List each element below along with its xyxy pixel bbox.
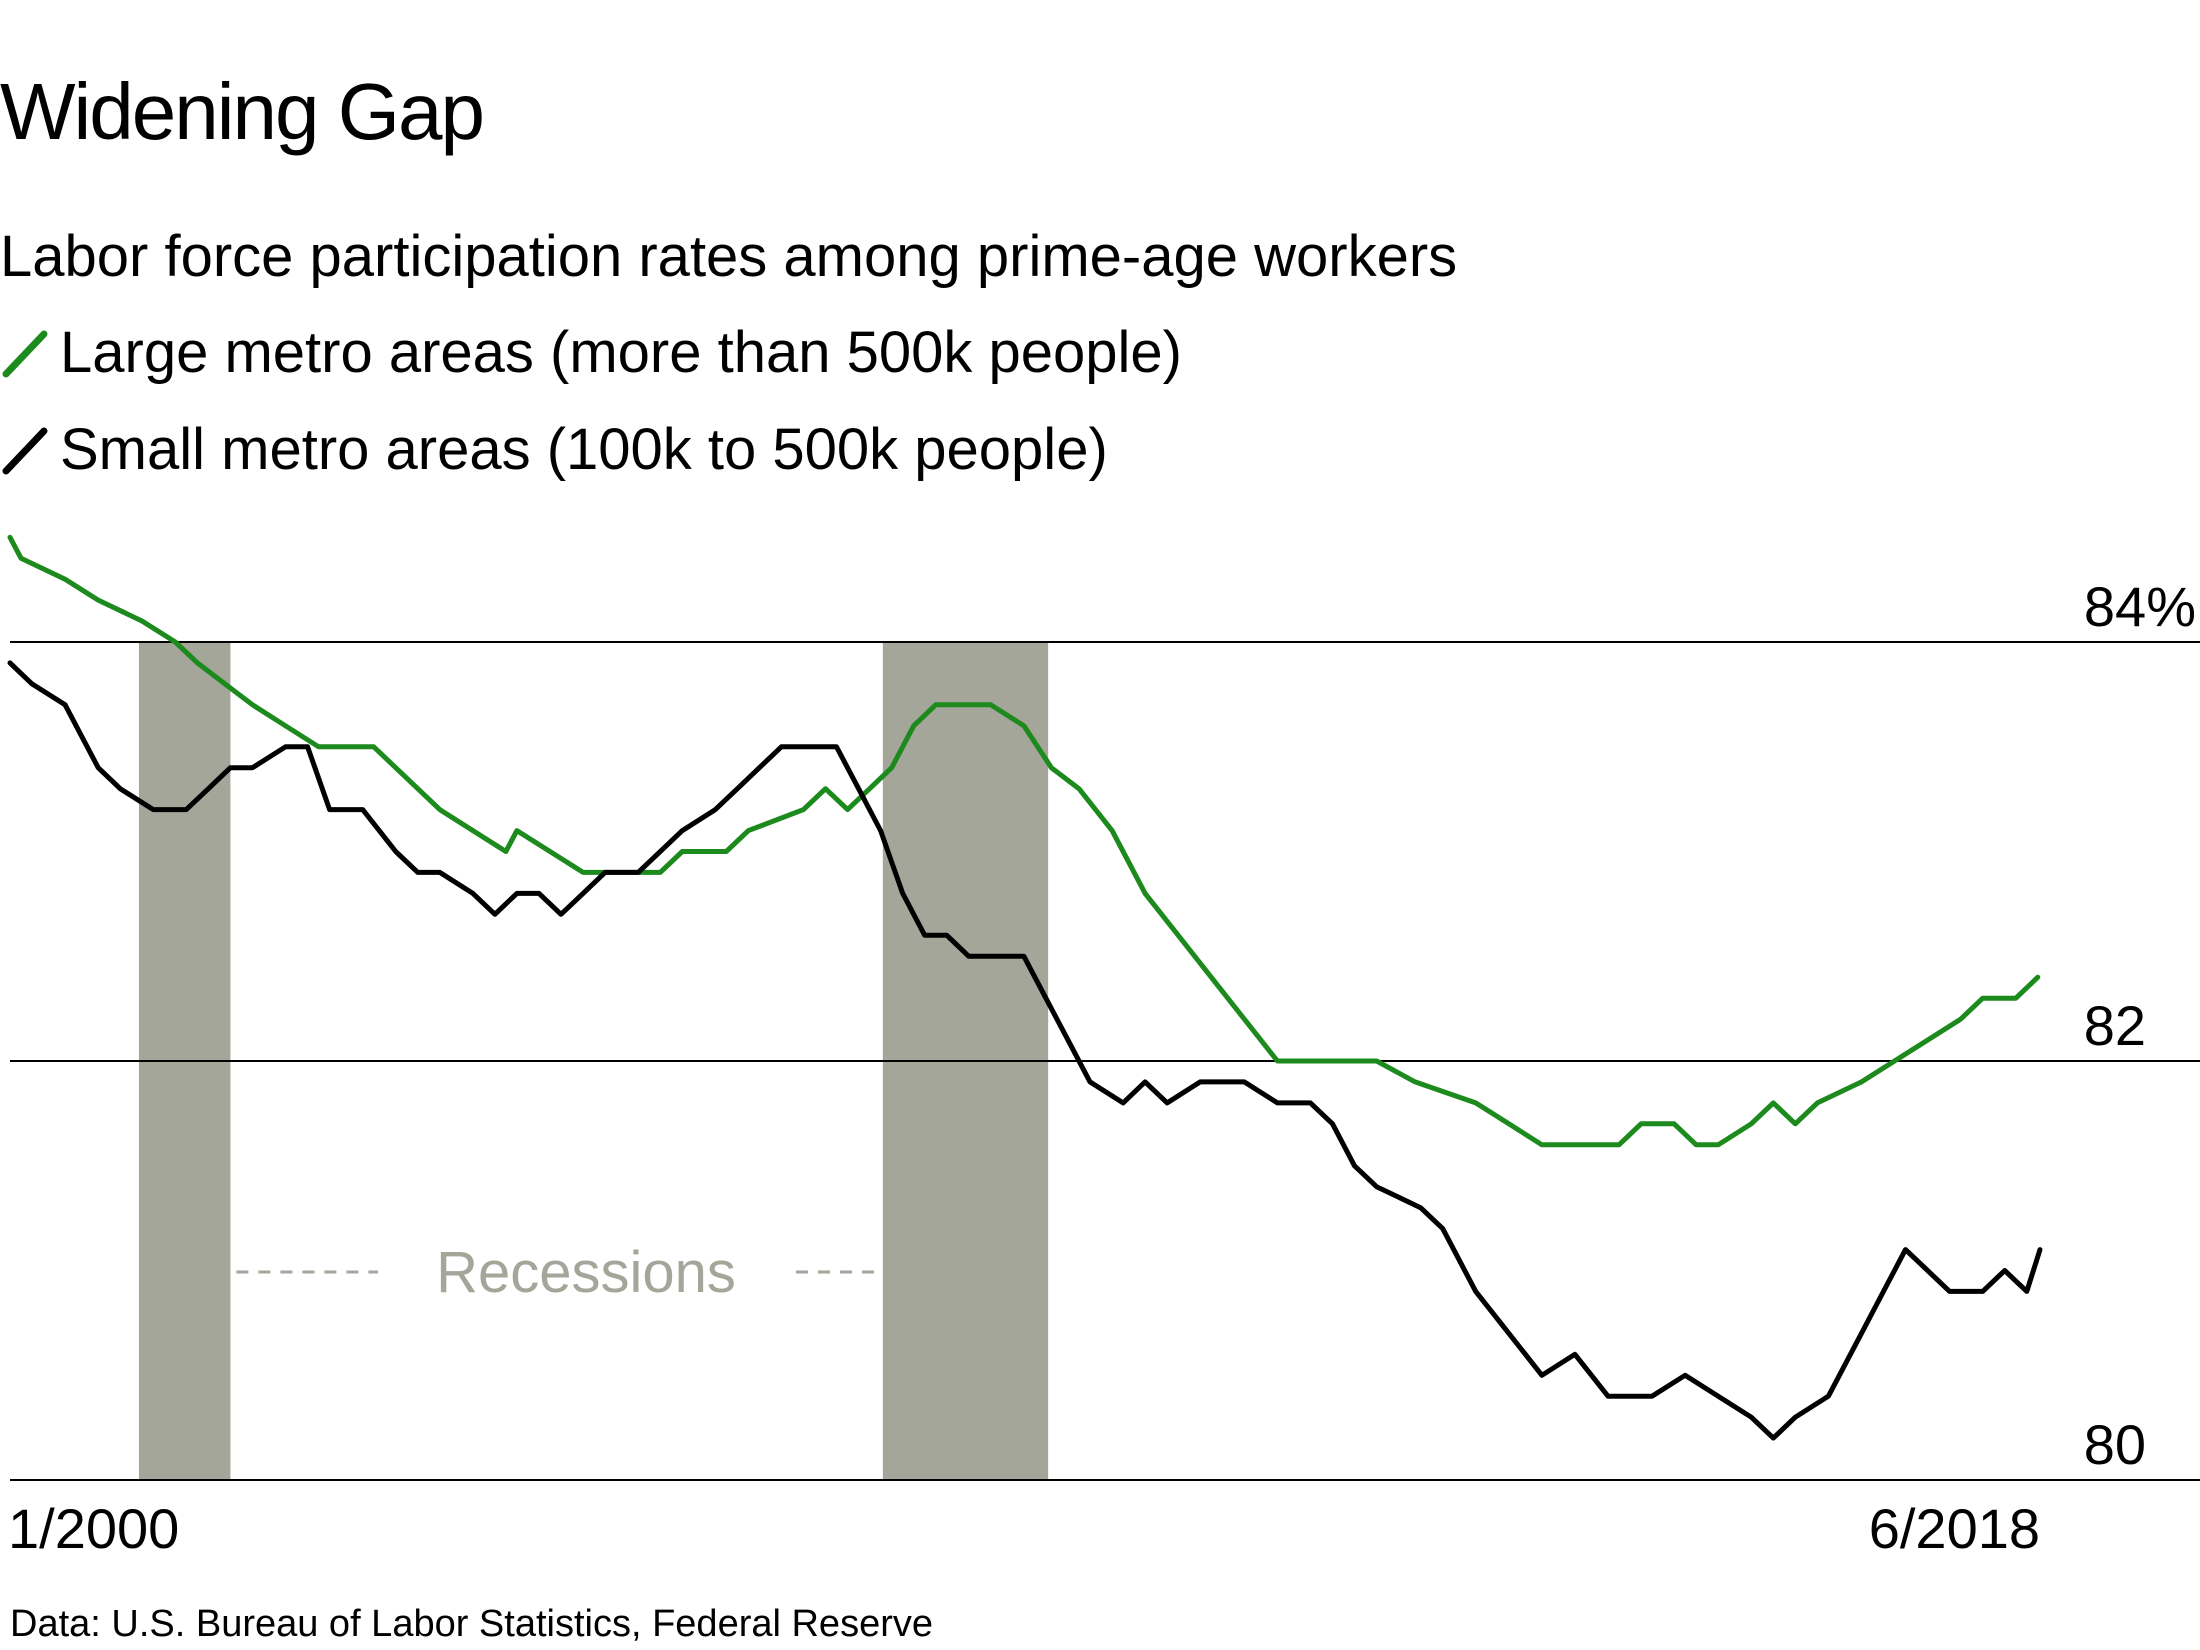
legend-label-large: Large metro areas (more than 500k people… — [60, 320, 1182, 385]
recession-label: Recessions — [436, 1240, 736, 1305]
legend-swatch-small-icon — [2, 427, 48, 475]
legend-item-small: Small metro areas (100k to 500k people) — [0, 421, 1108, 479]
source-note: Data: U.S. Bureau of Labor Statistics, F… — [10, 1603, 933, 1645]
chart-title: Widening Gap — [0, 67, 485, 156]
legend-item-large: Large metro areas (more than 500k people… — [0, 324, 1182, 382]
y-tick-label-82: 82 — [2084, 994, 2146, 1057]
y-tick-label-84: 84% — [2084, 575, 2196, 638]
legend-label-small: Small metro areas (100k to 500k people) — [60, 417, 1108, 482]
y-tick-label-80: 80 — [2084, 1413, 2146, 1476]
legend-swatch-large-icon — [2, 330, 48, 378]
chart-subtitle: Labor force participation rates among pr… — [0, 224, 1458, 289]
series-line-large-metro — [7, 534, 2041, 1148]
x-tick-label-start: 1/2000 — [8, 1497, 179, 1560]
series-line-small-metro — [7, 660, 2043, 1441]
x-tick-label-end: 6/2018 — [1869, 1497, 2040, 1560]
